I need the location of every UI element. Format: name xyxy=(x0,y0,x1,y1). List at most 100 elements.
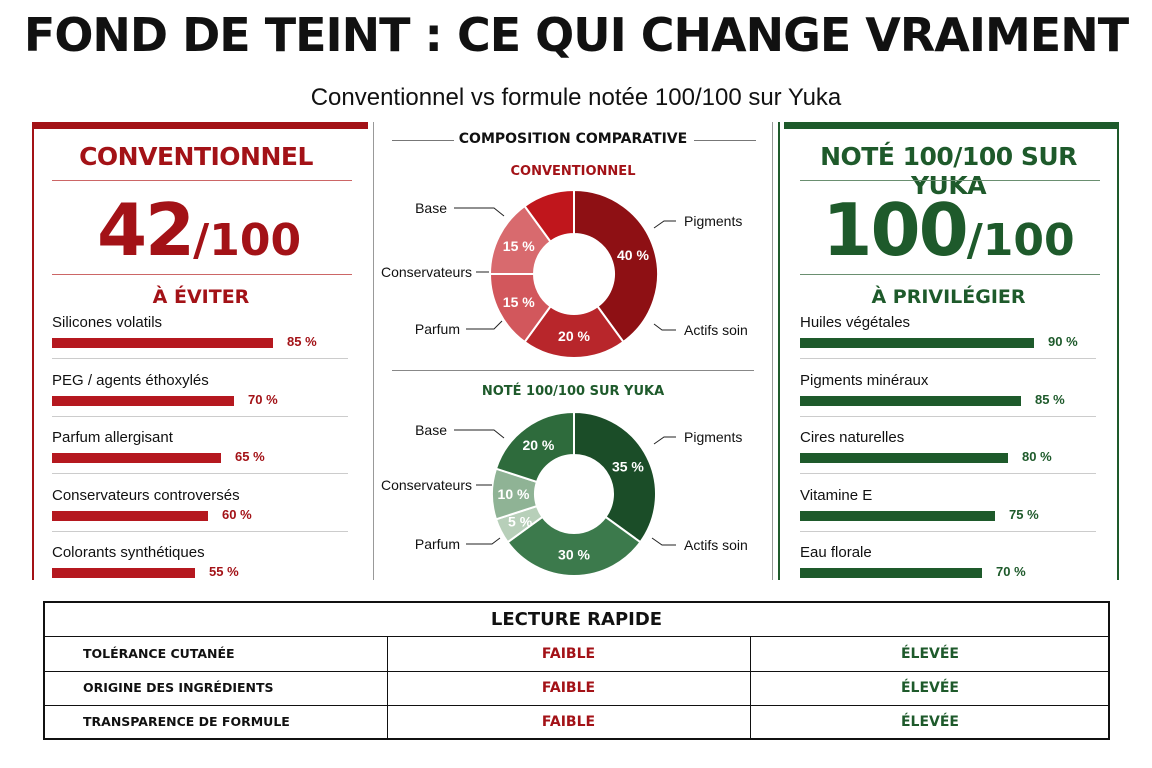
divider xyxy=(392,370,754,371)
item-bar xyxy=(52,395,234,406)
item-percent: 85 % xyxy=(1035,391,1065,407)
list-item: Silicones volatils 85 % xyxy=(52,314,358,364)
category-label: Base xyxy=(415,422,447,438)
item-percent: 70 % xyxy=(996,564,1026,579)
item-label: Huiles végétales xyxy=(800,314,911,331)
callout-line xyxy=(454,207,505,217)
item-bar xyxy=(800,510,995,521)
composition-title-text: COMPOSITION COMPARATIVE xyxy=(458,131,688,147)
divider xyxy=(52,274,352,275)
donut-slice-pigments xyxy=(573,188,659,344)
donut-slice-base xyxy=(523,188,575,244)
item-bar xyxy=(52,568,195,578)
yuka-donut-title: NOTÉ 100/100 SUR YUKA xyxy=(481,384,665,399)
item-percent: 55 % xyxy=(209,564,239,579)
divider xyxy=(45,705,1108,706)
divider xyxy=(750,637,751,738)
conventional-rating: FAIBLE xyxy=(541,680,596,696)
item-bar xyxy=(800,453,1008,463)
table-row: ORIGINE DES INGRÉDIENTS FAIBLE ÉLEVÉE xyxy=(45,671,1108,705)
divider xyxy=(52,415,348,417)
page-subtitle: Conventionnel vs formule notée 100/100 s… xyxy=(310,84,842,111)
divider xyxy=(387,637,388,738)
slice-value-label: 20 % xyxy=(558,328,590,344)
list-item: Vitamine E 75 % xyxy=(800,487,1106,537)
yuka-rating: ÉLEVÉE xyxy=(900,680,959,696)
prefer-heading: À PRIVILÉGIER xyxy=(871,286,1026,308)
list-item: Colorants synthétiques 55 % xyxy=(52,544,358,594)
callout-line xyxy=(653,220,676,229)
quick-read-table: LECTURE RAPIDE TOLÉRANCE CUTANÉE FAIBLE … xyxy=(43,601,1110,740)
list-item: Parfum allergisant 65 % xyxy=(52,429,358,479)
item-label: Pigments minéraux xyxy=(800,371,929,389)
donut-slice-actifs-soin xyxy=(506,515,642,577)
list-item: Huiles végétales 90 % xyxy=(800,314,1106,364)
divider xyxy=(52,180,352,181)
conventional-score: 42/100 xyxy=(34,188,368,272)
category-label: Pigments xyxy=(684,429,742,445)
yuka-donut-chart: 35 % 30 % 5 % 10 % 20 % Base Pigments Conservat… xyxy=(381,410,748,577)
callout-line xyxy=(653,436,676,445)
criterion-label: TRANSPARENCE DE FORMULE xyxy=(83,714,290,729)
conventional-rating: FAIBLE xyxy=(541,646,596,662)
score-max: /100 xyxy=(193,215,302,266)
conventional-heading: CONVENTIONNEL xyxy=(79,142,313,171)
item-label: Parfum allergisant xyxy=(52,429,173,446)
list-item: Pigments minéraux 85 % xyxy=(800,372,1106,422)
callout-line xyxy=(466,537,501,545)
item-bar xyxy=(800,568,982,578)
item-percent: 65 % xyxy=(235,449,265,464)
conventional-panel: CONVENTIONNEL 42/100 À ÉVITER Silicones … xyxy=(32,122,368,580)
item-percent: 60 % xyxy=(222,506,252,522)
quick-read-title: LECTURE RAPIDE xyxy=(45,603,1108,637)
item-percent: 85 % xyxy=(287,334,317,349)
item-percent: 90 % xyxy=(1048,334,1078,349)
list-item: Eau florale 70 % xyxy=(800,544,1106,594)
conventional-donut-chart: 40 % 20 % 15 % 15 % Base Pigments Conservateur… xyxy=(381,188,748,359)
slice-value-label: 15 % xyxy=(503,294,535,310)
divider xyxy=(800,473,1096,474)
divider xyxy=(800,358,1096,359)
avoid-heading: À ÉVITER xyxy=(152,286,250,308)
item-percent: 70 % xyxy=(248,391,278,407)
list-item: Cires naturelles 80 % xyxy=(800,429,1106,479)
item-bar xyxy=(52,510,208,521)
category-label: Actifs soin xyxy=(684,537,748,553)
composition-title: COMPOSITION COMPARATIVE xyxy=(374,131,772,147)
list-item: Conservateurs controversés 60 % xyxy=(52,487,358,537)
category-label: Pigments xyxy=(684,213,742,229)
category-label: Parfum xyxy=(415,321,460,337)
divider xyxy=(800,415,1096,417)
divider xyxy=(800,180,1100,181)
item-label: Silicones volatils xyxy=(52,314,163,331)
divider xyxy=(52,473,348,474)
slice-value-label: 20 % xyxy=(522,437,554,453)
page-title: FOND DE TEINT : CE QUI CHANGE VRAIMENT xyxy=(23,8,1129,62)
category-label: Parfum xyxy=(415,536,460,552)
divider xyxy=(800,274,1100,275)
yuka-heading: NOTÉ 100/100 SUR YUKA xyxy=(820,142,1077,200)
slice-value-label: 40 % xyxy=(617,247,649,263)
item-percent: 80 % xyxy=(1022,449,1052,464)
conventional-rating: FAIBLE xyxy=(541,714,596,730)
slice-value-label: 15 % xyxy=(503,238,535,254)
divider xyxy=(800,530,1096,532)
callout-line xyxy=(454,429,505,439)
composition-panel: COMPOSITION COMPARATIVE CONVENTIONNEL 40… xyxy=(373,122,773,580)
item-label: Conservateurs controversés xyxy=(52,486,240,504)
criterion-label: TOLÉRANCE CUTANÉE xyxy=(83,646,235,661)
table-row: TOLÉRANCE CUTANÉE FAIBLE ÉLEVÉE xyxy=(45,637,1108,671)
slice-value-label: 35 % xyxy=(612,459,644,475)
score-value: 42 xyxy=(96,188,195,272)
callout-line xyxy=(651,537,676,546)
donut-slice-base xyxy=(494,410,575,484)
slice-value-label: 30 % xyxy=(558,547,590,563)
category-label: Actifs soin xyxy=(684,322,748,338)
item-bar xyxy=(52,453,221,463)
yuka-score: 100/100 xyxy=(780,188,1117,272)
score-max: /100 xyxy=(966,215,1075,266)
item-bar xyxy=(52,338,273,348)
divider xyxy=(52,530,348,532)
category-label: Base xyxy=(415,200,447,216)
conventional-donut-title: CONVENTIONNEL xyxy=(510,164,636,179)
